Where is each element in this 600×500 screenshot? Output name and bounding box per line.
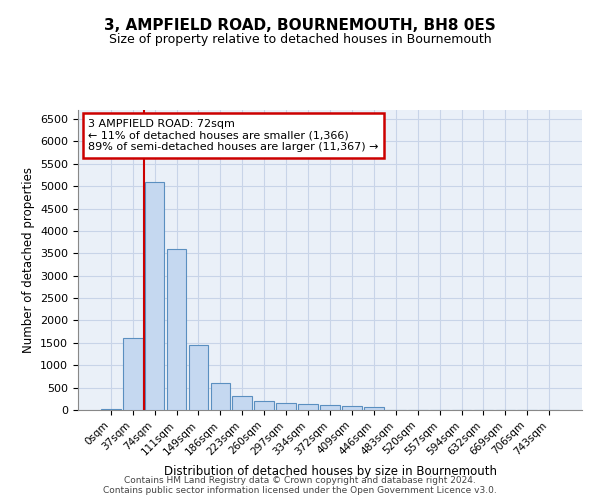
Bar [211, 383, 230, 410]
Text: Size of property relative to detached houses in Bournemouth: Size of property relative to detached ho… [109, 32, 491, 46]
Bar [167, 249, 187, 410]
Text: 3 AMPFIELD ROAD: 72sqm
← 11% of detached houses are smaller (1,366)
89% of semi-: 3 AMPFIELD ROAD: 72sqm ← 11% of detached… [88, 119, 379, 152]
Bar [232, 396, 252, 410]
Y-axis label: Number of detached properties: Number of detached properties [22, 167, 35, 353]
X-axis label: Distribution of detached houses by size in Bournemouth: Distribution of detached houses by size … [163, 465, 497, 478]
Bar [276, 403, 296, 410]
Text: Contains HM Land Registry data © Crown copyright and database right 2024.
Contai: Contains HM Land Registry data © Crown c… [103, 476, 497, 495]
Bar [320, 405, 340, 410]
Bar [145, 182, 164, 410]
Bar [188, 345, 208, 410]
Text: 3, AMPFIELD ROAD, BOURNEMOUTH, BH8 0ES: 3, AMPFIELD ROAD, BOURNEMOUTH, BH8 0ES [104, 18, 496, 32]
Bar [101, 408, 121, 410]
Bar [298, 404, 318, 410]
Bar [123, 338, 143, 410]
Bar [364, 406, 384, 410]
Bar [342, 406, 362, 410]
Bar [254, 401, 274, 410]
